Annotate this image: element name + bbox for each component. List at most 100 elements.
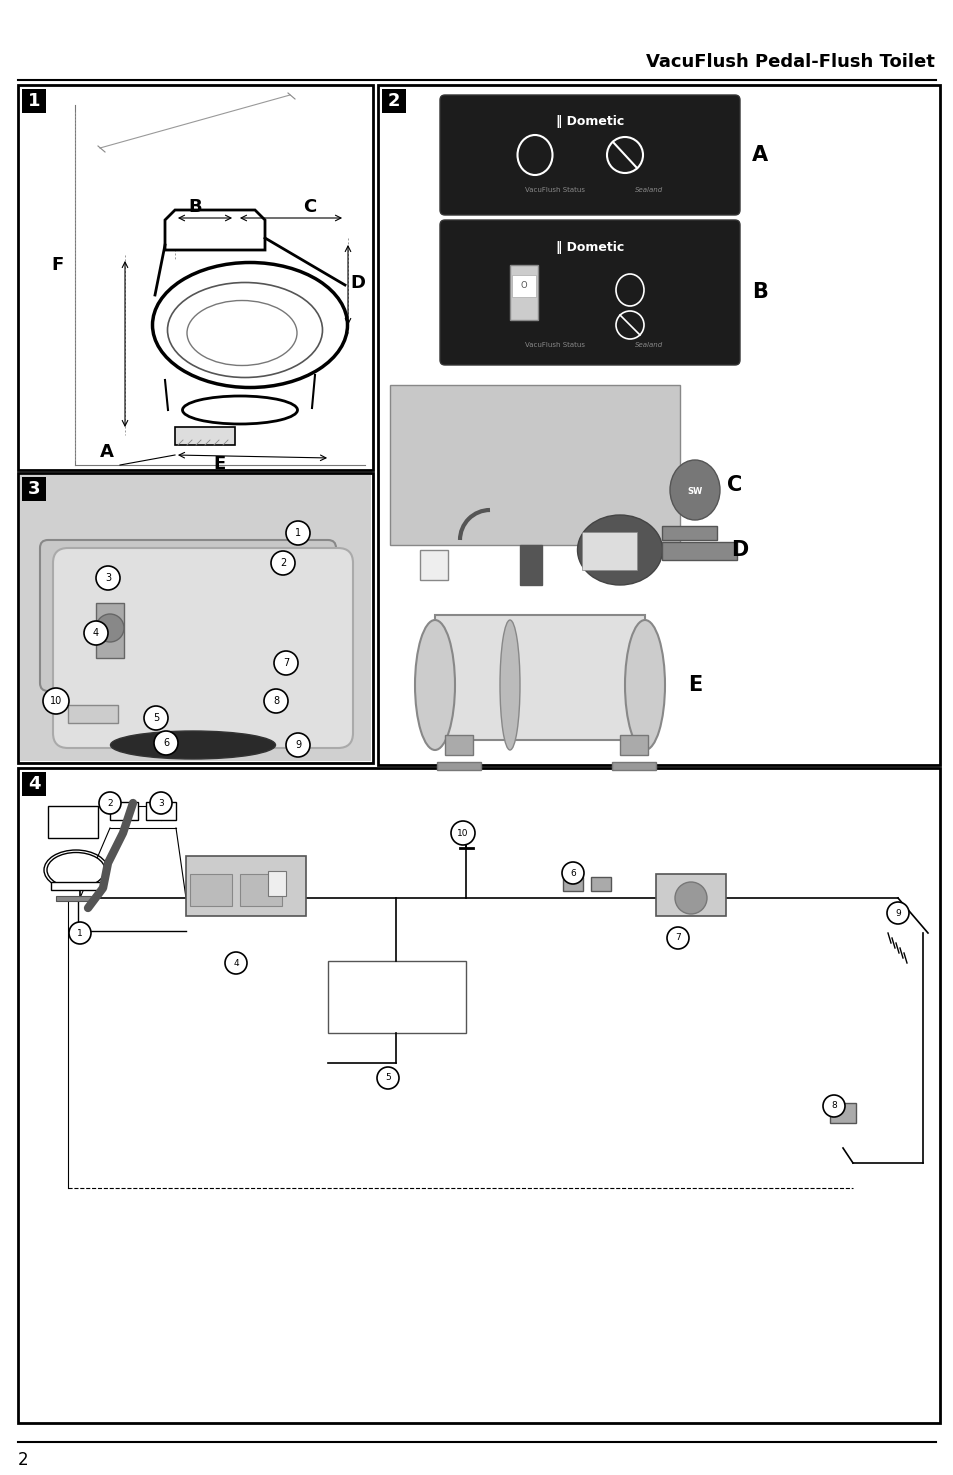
Text: VacuFlush Pedal-Flush Toilet: VacuFlush Pedal-Flush Toilet: [645, 53, 934, 71]
Text: 2: 2: [107, 798, 112, 807]
Text: 7: 7: [283, 658, 289, 668]
Text: VacuFlush Status: VacuFlush Status: [524, 187, 584, 193]
Text: E: E: [687, 676, 701, 695]
Circle shape: [271, 552, 294, 575]
Bar: [240, 875, 282, 906]
Circle shape: [376, 1066, 398, 1089]
Text: 4: 4: [28, 774, 40, 794]
Circle shape: [666, 926, 688, 948]
Bar: [619, 735, 647, 755]
Text: SW: SW: [687, 488, 702, 497]
Ellipse shape: [675, 882, 706, 914]
Bar: [268, 872, 286, 895]
Bar: [22, 476, 46, 502]
Circle shape: [144, 707, 168, 730]
Text: Sealand: Sealand: [635, 342, 662, 348]
Bar: [444, 735, 473, 755]
Bar: [174, 426, 234, 445]
Bar: [562, 878, 582, 891]
Circle shape: [150, 792, 172, 814]
Text: 6: 6: [163, 738, 169, 748]
Circle shape: [451, 822, 475, 845]
Bar: [510, 266, 537, 320]
Text: ‖ Dometic: ‖ Dometic: [556, 115, 623, 128]
Bar: [190, 875, 232, 906]
Text: 2: 2: [18, 1451, 29, 1469]
Bar: [419, 550, 448, 580]
Text: A: A: [100, 442, 113, 462]
Circle shape: [69, 922, 91, 944]
Circle shape: [99, 792, 121, 814]
Ellipse shape: [624, 620, 664, 749]
Text: 1: 1: [77, 928, 83, 938]
Text: C: C: [303, 198, 316, 215]
Polygon shape: [165, 209, 265, 249]
Text: E: E: [213, 454, 226, 473]
Ellipse shape: [669, 460, 720, 521]
Ellipse shape: [111, 732, 275, 760]
Bar: [18, 86, 373, 471]
Circle shape: [886, 903, 908, 923]
Bar: [612, 763, 656, 770]
Bar: [436, 763, 480, 770]
Ellipse shape: [499, 620, 519, 749]
Text: 4: 4: [233, 959, 238, 968]
Bar: [519, 544, 541, 586]
Bar: [590, 878, 610, 891]
Bar: [381, 88, 406, 114]
Bar: [512, 274, 536, 296]
Text: 7: 7: [675, 934, 680, 943]
Text: 8: 8: [830, 1102, 836, 1111]
Circle shape: [264, 689, 288, 712]
Bar: [377, 86, 939, 766]
Bar: [661, 541, 737, 561]
Bar: [146, 802, 175, 820]
Text: C: C: [726, 475, 741, 496]
Circle shape: [286, 733, 310, 757]
Text: 3: 3: [28, 479, 40, 499]
Circle shape: [96, 566, 120, 590]
FancyBboxPatch shape: [40, 540, 335, 690]
Circle shape: [96, 614, 124, 642]
Text: Sealand: Sealand: [635, 187, 662, 193]
Circle shape: [286, 521, 310, 544]
Bar: [435, 615, 644, 740]
Bar: [22, 88, 46, 114]
Bar: [581, 532, 637, 569]
Text: 10: 10: [456, 829, 468, 838]
Text: SW: SW: [611, 543, 628, 553]
Ellipse shape: [168, 283, 322, 378]
Text: 8: 8: [273, 696, 279, 707]
Bar: [18, 768, 939, 1423]
Ellipse shape: [577, 515, 661, 586]
Bar: [18, 473, 373, 763]
Bar: [48, 805, 98, 838]
Bar: [51, 882, 101, 889]
Text: 4: 4: [92, 628, 99, 639]
Circle shape: [84, 621, 108, 645]
Text: 9: 9: [894, 909, 900, 917]
Text: 6: 6: [570, 869, 576, 878]
Bar: [110, 802, 138, 820]
FancyBboxPatch shape: [439, 220, 740, 364]
Text: 9: 9: [294, 740, 301, 749]
Text: D: D: [731, 540, 748, 560]
Text: VacuFlush Status: VacuFlush Status: [524, 342, 584, 348]
Circle shape: [43, 687, 69, 714]
Ellipse shape: [152, 263, 347, 388]
Bar: [20, 475, 371, 761]
Text: A: A: [751, 145, 767, 165]
Text: 2: 2: [279, 558, 286, 568]
Text: 3: 3: [105, 572, 111, 583]
Text: D: D: [350, 274, 365, 292]
Circle shape: [225, 951, 247, 974]
FancyBboxPatch shape: [53, 549, 353, 748]
Circle shape: [153, 732, 178, 755]
Bar: [390, 385, 679, 544]
Circle shape: [822, 1094, 844, 1117]
Ellipse shape: [47, 853, 105, 888]
Text: 1: 1: [294, 528, 301, 538]
Text: 5: 5: [152, 712, 159, 723]
FancyBboxPatch shape: [439, 94, 740, 215]
Text: 1: 1: [28, 91, 40, 111]
